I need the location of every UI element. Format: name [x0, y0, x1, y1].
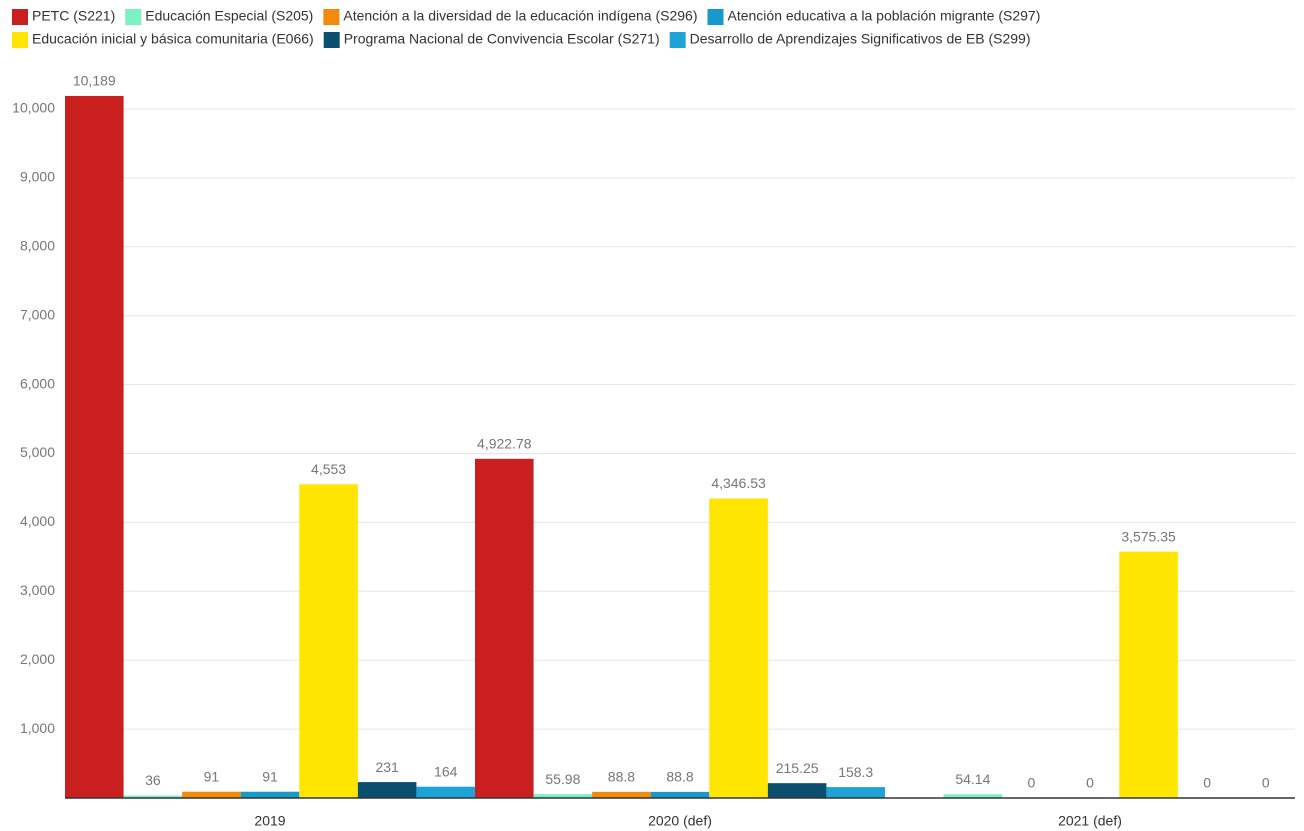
legend-label: Desarrollo de Aprendizajes Significativo…: [690, 31, 1031, 47]
y-tick-label: 10,000: [12, 100, 55, 116]
bar: [182, 791, 241, 798]
data-label: 91: [262, 768, 278, 784]
data-label: 3,575.35: [1121, 528, 1176, 544]
bar: [533, 794, 593, 798]
legend-swatch: [707, 9, 724, 25]
legend-swatch: [12, 32, 28, 48]
data-label: 91: [204, 768, 220, 784]
legend-swatch: [12, 9, 28, 25]
bar: [767, 783, 827, 798]
data-label: 0: [1028, 775, 1036, 791]
legend-label: PETC (S221): [32, 8, 115, 24]
legend-swatch: [669, 32, 686, 48]
data-label: 158.3: [838, 764, 873, 780]
x-tick-label: 2020 (def): [648, 813, 712, 829]
bar: [357, 782, 417, 798]
y-tick-label: 9,000: [20, 169, 55, 185]
legend-swatch: [323, 32, 340, 48]
data-label: 4,346.53: [711, 475, 766, 491]
legend-label: Programa Nacional de Convivencia Escolar…: [344, 31, 660, 47]
bar: [1119, 551, 1178, 798]
y-tick-label: 4,000: [20, 513, 55, 529]
data-label: 215.25: [776, 760, 819, 776]
legend-label: Atención a la diversidad de la educación…: [343, 8, 697, 24]
bar: [65, 95, 124, 798]
data-label: 231: [375, 759, 399, 775]
bar: [709, 498, 768, 798]
y-tick-label: 3,000: [20, 582, 55, 598]
bar: [299, 484, 358, 798]
y-tick-label: 5,000: [20, 444, 55, 460]
data-label: 55.98: [545, 771, 580, 787]
bar: [592, 791, 651, 798]
bar: [123, 795, 183, 798]
y-tick-label: 2,000: [20, 651, 55, 667]
bar: [826, 787, 885, 798]
data-label: 54.14: [955, 771, 990, 787]
bar: [475, 458, 534, 798]
data-label: 4,922.78: [477, 436, 532, 452]
data-label: 88.8: [608, 769, 635, 785]
data-label: 0: [1203, 775, 1211, 791]
bar: [240, 791, 300, 798]
data-label: 164: [434, 763, 458, 779]
bar: [650, 791, 710, 798]
y-tick-label: 7,000: [20, 306, 55, 322]
data-label: 0: [1262, 775, 1270, 791]
bar: [943, 794, 1003, 798]
y-tick-label: 8,000: [20, 238, 55, 254]
data-label: 0: [1086, 775, 1094, 791]
legend-label: Educación Especial (S205): [145, 8, 313, 24]
y-tick-label: 1,000: [20, 720, 55, 736]
legend-label: Educación inicial y básica comunitaria (…: [32, 31, 314, 47]
legend-label: Atención educativa a la población migran…: [728, 8, 1041, 24]
bar: [416, 786, 475, 798]
data-label: 88.8: [666, 769, 693, 785]
x-tick-label: 2021 (def): [1058, 813, 1122, 829]
legend-swatch: [323, 9, 340, 25]
data-label: 10,189: [73, 73, 116, 89]
data-label: 4,553: [311, 461, 346, 477]
legend-swatch: [125, 9, 142, 25]
x-tick-label: 2019: [254, 813, 285, 829]
data-label: 36: [145, 772, 161, 788]
y-tick-label: 6,000: [20, 375, 55, 391]
